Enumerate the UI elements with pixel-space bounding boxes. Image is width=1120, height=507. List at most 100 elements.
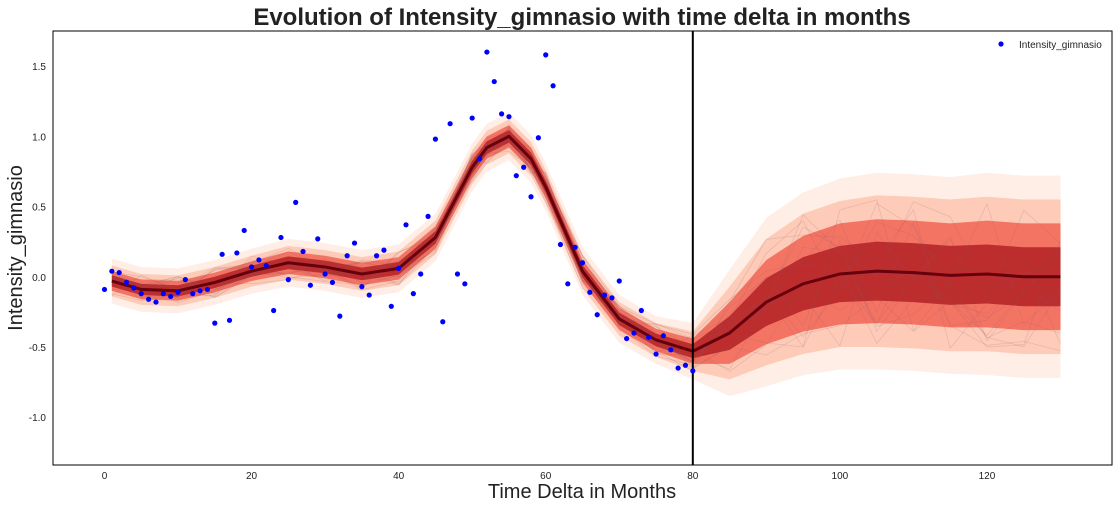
data-point — [337, 313, 343, 319]
data-point — [528, 194, 534, 200]
data-point — [638, 307, 644, 314]
legend-marker — [998, 41, 1004, 47]
sample-trajectory — [111, 140, 1061, 354]
data-point — [329, 279, 336, 286]
data-point — [278, 234, 284, 241]
data-point — [469, 115, 475, 121]
y-axis-ticks: -1.0 -0.5 0.0 0.5 1.0 1.5 — [29, 62, 47, 424]
legend-label: Intensity_gimnasio — [1019, 40, 1102, 51]
data-point — [373, 253, 380, 259]
sample-trajectory — [111, 134, 1061, 363]
legend: Intensity_gimnasio — [998, 40, 1102, 51]
data-point — [646, 334, 652, 340]
y-tick-label: 1.5 — [32, 62, 46, 73]
data-point — [366, 292, 372, 298]
data-point — [660, 333, 666, 339]
data-point — [190, 291, 196, 297]
data-point — [675, 365, 681, 371]
data-point — [572, 244, 578, 250]
chart-title: Evolution of Intensity_gimnasio with tim… — [253, 4, 910, 31]
data-point — [153, 299, 159, 305]
data-point — [491, 78, 497, 85]
y-tick-label: 1.0 — [32, 132, 46, 143]
data-point — [131, 285, 137, 291]
data-point — [344, 253, 350, 259]
data-point — [601, 292, 608, 298]
data-point — [440, 319, 446, 325]
median-line — [111, 134, 1061, 353]
data-point — [587, 289, 593, 295]
data-point — [396, 265, 402, 271]
data-point — [138, 291, 144, 297]
x-axis-ticks: 0 20 40 60 80 100 120 — [102, 471, 996, 482]
data-point — [513, 173, 519, 179]
data-point — [631, 330, 637, 336]
x-tick-label: 60 — [540, 471, 552, 482]
sample-trajectory — [111, 132, 1061, 359]
data-point — [432, 136, 439, 142]
data-point — [241, 227, 247, 234]
data-point — [624, 335, 630, 342]
data-point — [219, 251, 225, 257]
data-point — [175, 289, 181, 295]
posterior-fan — [111, 112, 1061, 397]
sample-trajectory — [111, 142, 1061, 372]
data-point — [499, 111, 505, 117]
data-point — [653, 351, 659, 357]
data-point — [403, 222, 409, 228]
data-point — [690, 368, 696, 374]
data-point — [506, 114, 512, 120]
data-point — [425, 213, 431, 219]
data-point — [668, 347, 674, 353]
x-tick-label: 80 — [687, 471, 699, 482]
data-point — [315, 236, 321, 242]
data-point — [543, 52, 549, 58]
data-point — [285, 277, 291, 283]
data-point — [101, 286, 108, 293]
data-point — [234, 250, 240, 256]
x-tick-label: 40 — [393, 471, 405, 482]
y-axis-label: Intensity_gimnasio — [5, 165, 27, 331]
data-point — [160, 291, 166, 297]
data-point — [682, 362, 689, 368]
data-point — [359, 284, 365, 290]
data-point — [263, 262, 269, 269]
data-point — [146, 296, 152, 302]
data-point — [609, 295, 615, 301]
data-point — [307, 282, 313, 288]
x-tick-label: 120 — [979, 471, 996, 482]
data-point — [484, 49, 490, 55]
data-point — [204, 286, 211, 293]
data-point — [197, 288, 203, 294]
data-point — [388, 303, 394, 309]
data-point — [226, 317, 233, 323]
fan-band-4 — [111, 130, 1061, 359]
x-tick-label: 0 — [102, 471, 108, 482]
data-point — [557, 241, 564, 248]
data-point — [248, 264, 255, 270]
sample-trajectory — [111, 144, 1061, 348]
data-point — [351, 240, 358, 246]
data-point — [109, 268, 115, 274]
data-point — [182, 277, 188, 283]
data-point — [550, 83, 556, 89]
data-point — [476, 156, 483, 162]
data-point — [616, 278, 622, 284]
data-point — [381, 247, 387, 253]
data-point — [462, 281, 468, 287]
sample-trajectory — [111, 125, 1061, 370]
data-point — [418, 271, 424, 277]
data-point — [300, 248, 306, 255]
y-tick-label: -0.5 — [29, 343, 47, 354]
data-point — [410, 291, 416, 297]
sample-trajectory — [111, 139, 1061, 372]
plot-frame — [52, 30, 1113, 466]
data-point — [579, 260, 586, 266]
x-axis-label: Time Delta in Months — [488, 481, 676, 503]
data-point — [322, 271, 328, 277]
y-tick-label: -1.0 — [29, 413, 47, 424]
data-point — [535, 135, 541, 141]
y-tick-label: 0.5 — [32, 203, 46, 214]
